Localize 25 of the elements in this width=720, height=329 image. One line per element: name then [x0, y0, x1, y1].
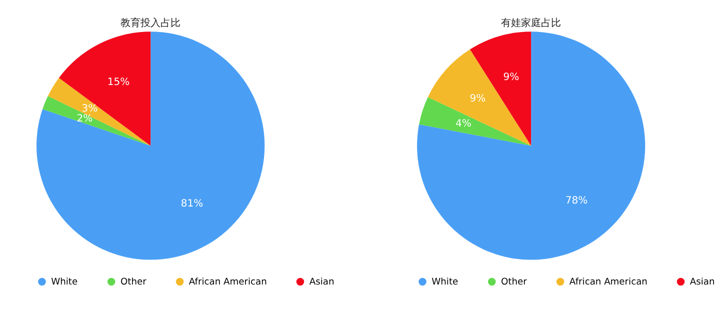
legend-label: Other [500, 277, 528, 288]
data-label: 78% [565, 195, 588, 206]
legend-label: African American [569, 277, 648, 288]
pie-slice [42, 96, 151, 146]
pie-slice [470, 32, 532, 146]
legend-label: Asian [690, 277, 715, 288]
pie-slice [36, 32, 265, 260]
pie-slice [48, 78, 151, 146]
data-label: 9% [470, 93, 486, 104]
pie-slice [428, 49, 532, 146]
legend-label: White [51, 277, 78, 288]
legend-label: African American [188, 277, 267, 288]
legend-label: Asian [309, 277, 334, 288]
data-label: 15% [107, 76, 130, 88]
chart-title: 教育投入占比 [120, 17, 181, 30]
slice-label: White [432, 277, 459, 288]
data-label: 4% [455, 118, 472, 130]
data-label: 2% [76, 114, 93, 124]
pie-slice [58, 32, 151, 146]
data-label: 3% [82, 104, 98, 115]
data-label: 81% [180, 198, 204, 210]
legend-label: Other [120, 277, 147, 288]
data-label: 9% [503, 72, 520, 84]
chart-title: 有娃家庭占比 [501, 17, 562, 30]
pie-slice [417, 32, 646, 260]
